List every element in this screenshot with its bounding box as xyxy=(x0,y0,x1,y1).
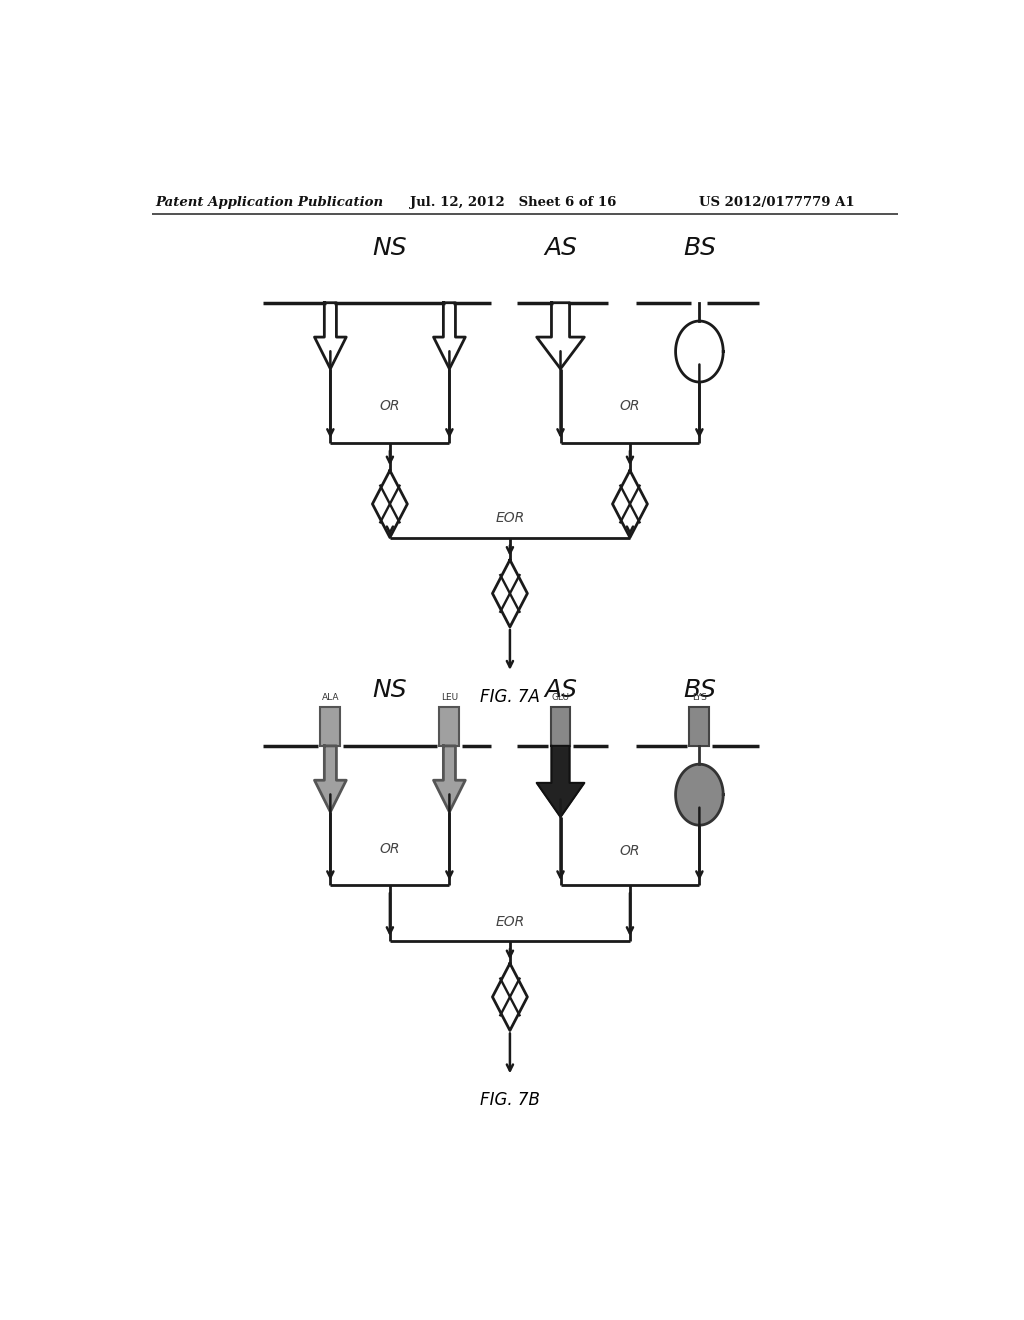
Text: NS: NS xyxy=(373,678,408,702)
Text: LEU: LEU xyxy=(441,693,458,702)
Text: GLU: GLU xyxy=(552,693,569,702)
Polygon shape xyxy=(676,764,723,825)
Bar xyxy=(551,708,570,746)
Text: BS: BS xyxy=(683,678,716,702)
Bar xyxy=(321,708,340,746)
Text: BS: BS xyxy=(683,236,716,260)
Text: LYS: LYS xyxy=(692,693,707,702)
Text: AS: AS xyxy=(544,678,577,702)
Polygon shape xyxy=(537,746,585,817)
Text: Jul. 12, 2012   Sheet 6 of 16: Jul. 12, 2012 Sheet 6 of 16 xyxy=(410,195,616,209)
Bar xyxy=(439,708,460,746)
Polygon shape xyxy=(314,746,346,812)
Text: FIG. 7A: FIG. 7A xyxy=(480,688,540,706)
Text: OR: OR xyxy=(620,843,640,858)
Bar xyxy=(689,708,710,746)
Text: OR: OR xyxy=(380,842,400,855)
Text: AS: AS xyxy=(544,236,577,260)
Text: Patent Application Publication: Patent Application Publication xyxy=(156,195,384,209)
Text: OR: OR xyxy=(620,399,640,413)
Text: US 2012/0177779 A1: US 2012/0177779 A1 xyxy=(699,195,855,209)
Text: NS: NS xyxy=(373,236,408,260)
Text: FIG. 7B: FIG. 7B xyxy=(480,1092,540,1109)
Text: EOR: EOR xyxy=(496,915,524,929)
Text: EOR: EOR xyxy=(496,511,524,525)
Text: OR: OR xyxy=(380,399,400,413)
Polygon shape xyxy=(433,746,465,812)
Text: ALA: ALA xyxy=(322,693,339,702)
